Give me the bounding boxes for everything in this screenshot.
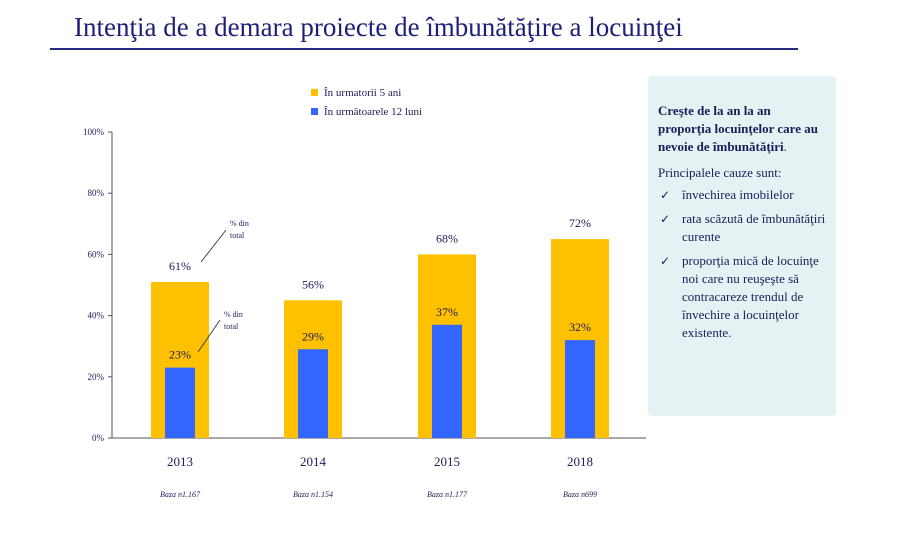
data-label-5-ani: 68% bbox=[436, 231, 458, 245]
base-label: Baza n1.177 bbox=[427, 490, 468, 499]
y-tick-label: 60% bbox=[88, 249, 105, 259]
list-item: ✓ învechirea imobilelor bbox=[658, 186, 826, 204]
legend: În urmatorii 5 ani În următoarele 12 luni bbox=[311, 87, 422, 118]
note-list: ✓ învechirea imobilelor ✓ rata scăzută de … bbox=[658, 186, 826, 342]
legend-label: În următoarele 12 luni bbox=[324, 106, 422, 118]
base-label: Baza n699 bbox=[563, 490, 597, 499]
annotation-text-line2: total bbox=[230, 231, 245, 240]
legend-label: În urmatorii 5 ani bbox=[324, 87, 401, 99]
annotation-pointer bbox=[197, 319, 221, 353]
bars bbox=[151, 239, 609, 438]
annotation-text-line1: % din bbox=[230, 219, 249, 228]
data-label-5-ani: 56% bbox=[302, 277, 324, 291]
bar-12-luni bbox=[565, 340, 595, 438]
data-label-12-luni: 23% bbox=[169, 348, 191, 362]
bar-12-luni bbox=[298, 349, 328, 438]
note-subtitle: Principalele cauze sunt: bbox=[658, 165, 782, 180]
list-item: ✓ proporţia mică de locuinţe noi care nu … bbox=[658, 252, 826, 342]
note-box: Creşte de la an la an proporţia locuinţe… bbox=[648, 76, 836, 416]
y-tick-label: 100% bbox=[83, 127, 105, 137]
x-tick-label: 2014 bbox=[300, 454, 327, 469]
check-icon: ✓ bbox=[660, 212, 671, 226]
annotation-text-line2: total bbox=[224, 322, 239, 331]
check-icon: ✓ bbox=[660, 188, 671, 202]
x-tick-label: 2018 bbox=[567, 454, 593, 469]
annotation-pointer bbox=[200, 229, 227, 263]
note-lead: Creşte de la an la an proporţia locuinţe… bbox=[658, 103, 818, 154]
note-lead-block: Creşte de la an la an proporţia locuinţe… bbox=[658, 102, 826, 156]
y-tick-label: 0% bbox=[92, 433, 105, 443]
bar-12-luni bbox=[165, 367, 195, 438]
x-tick-label: 2015 bbox=[434, 454, 460, 469]
y-tick-label: 20% bbox=[88, 372, 105, 382]
data-label-5-ani: 72% bbox=[569, 216, 591, 230]
base-label: Baza n1.167 bbox=[160, 490, 201, 499]
data-label-12-luni: 29% bbox=[302, 329, 324, 343]
y-tick-label: 40% bbox=[88, 311, 105, 321]
y-tick-label: 80% bbox=[88, 188, 105, 198]
title-rule bbox=[50, 48, 798, 50]
note-item-text: rata scăzută de îmbunătăţiri curente bbox=[682, 211, 826, 244]
base-label: Baza n1.154 bbox=[293, 490, 333, 499]
data-label-12-luni: 37% bbox=[436, 305, 458, 319]
legend-swatch bbox=[311, 89, 318, 96]
note-item-text: proporţia mică de locuinţe noi care nu r… bbox=[682, 253, 819, 340]
list-item: ✓ rata scăzută de îmbunătăţiri curente bbox=[658, 210, 826, 246]
slide-title: Intenţia de a demara proiecte de îmbunăt… bbox=[74, 12, 683, 42]
note-item-text: învechirea imobilelor bbox=[682, 187, 794, 202]
annotation-text-line1: % din bbox=[224, 310, 243, 319]
data-label-12-luni: 32% bbox=[569, 320, 591, 334]
data-label-5-ani: 61% bbox=[169, 259, 191, 273]
check-icon: ✓ bbox=[660, 254, 671, 268]
annotations: % din total % din total bbox=[197, 219, 249, 353]
note-lead-end: . bbox=[783, 139, 787, 154]
x-tick-label: 2013 bbox=[167, 454, 193, 469]
data-labels: 61% 23% 2013 Baza n1.167 56% 29% 2014 Baza n1.1… bbox=[160, 216, 597, 499]
legend-swatch bbox=[311, 108, 318, 115]
bar-12-luni bbox=[432, 324, 462, 438]
